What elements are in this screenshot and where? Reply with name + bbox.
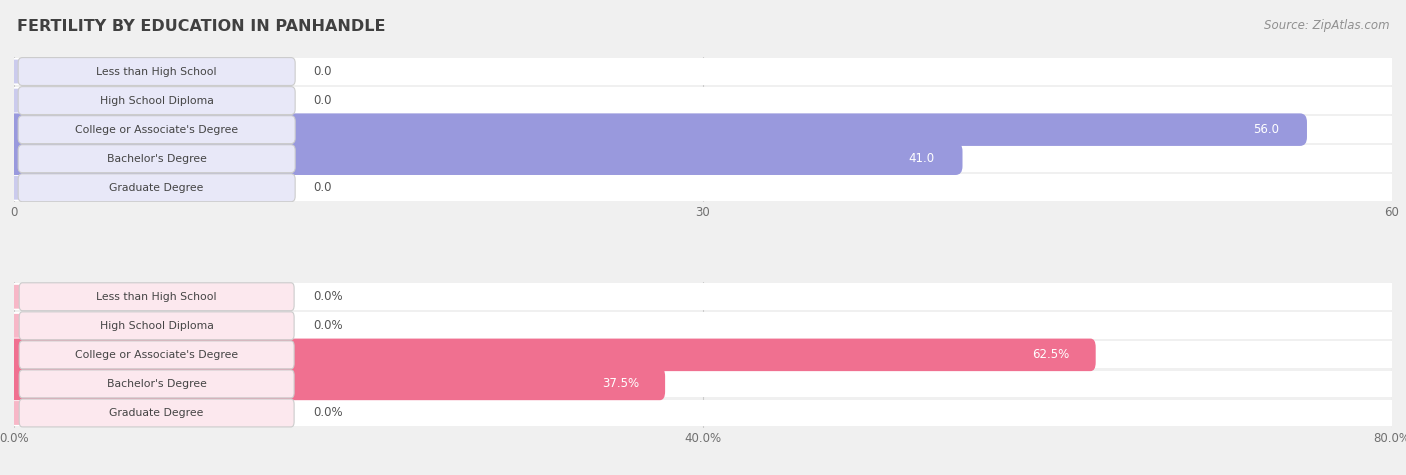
Text: 0.0: 0.0: [314, 94, 332, 107]
Text: Source: ZipAtlas.com: Source: ZipAtlas.com: [1264, 19, 1389, 32]
FancyBboxPatch shape: [7, 114, 1308, 146]
Text: 56.0: 56.0: [1253, 123, 1279, 136]
FancyBboxPatch shape: [14, 342, 1392, 368]
Text: College or Associate's Degree: College or Associate's Degree: [75, 124, 238, 134]
Text: 0.0%: 0.0%: [314, 407, 343, 419]
FancyBboxPatch shape: [20, 283, 294, 311]
Text: Less than High School: Less than High School: [97, 66, 217, 76]
FancyBboxPatch shape: [20, 312, 294, 340]
FancyBboxPatch shape: [20, 370, 294, 398]
FancyBboxPatch shape: [14, 87, 1392, 114]
FancyBboxPatch shape: [14, 116, 1392, 143]
Text: 0.0%: 0.0%: [314, 319, 343, 332]
FancyBboxPatch shape: [14, 399, 1392, 427]
FancyBboxPatch shape: [18, 57, 295, 86]
FancyBboxPatch shape: [14, 58, 1392, 85]
FancyBboxPatch shape: [11, 176, 56, 200]
FancyBboxPatch shape: [18, 174, 295, 202]
FancyBboxPatch shape: [14, 174, 1392, 201]
Text: 0.0: 0.0: [314, 181, 332, 194]
Text: Graduate Degree: Graduate Degree: [110, 183, 204, 193]
Text: 37.5%: 37.5%: [602, 378, 640, 390]
FancyBboxPatch shape: [11, 60, 56, 84]
Text: Bachelor's Degree: Bachelor's Degree: [107, 379, 207, 389]
FancyBboxPatch shape: [7, 142, 963, 175]
Text: 0.0%: 0.0%: [314, 290, 343, 303]
Text: College or Associate's Degree: College or Associate's Degree: [75, 350, 238, 360]
FancyBboxPatch shape: [20, 341, 294, 369]
FancyBboxPatch shape: [11, 401, 55, 425]
FancyBboxPatch shape: [11, 89, 56, 113]
Text: Less than High School: Less than High School: [97, 292, 217, 302]
Text: 41.0: 41.0: [908, 152, 935, 165]
FancyBboxPatch shape: [8, 339, 1095, 371]
FancyBboxPatch shape: [14, 145, 1392, 172]
Text: High School Diploma: High School Diploma: [100, 95, 214, 105]
FancyBboxPatch shape: [11, 314, 55, 338]
FancyBboxPatch shape: [18, 116, 295, 143]
Text: 62.5%: 62.5%: [1032, 348, 1070, 361]
Text: 0.0: 0.0: [314, 65, 332, 78]
Text: Graduate Degree: Graduate Degree: [110, 408, 204, 418]
FancyBboxPatch shape: [18, 145, 295, 172]
FancyBboxPatch shape: [14, 370, 1392, 397]
FancyBboxPatch shape: [18, 86, 295, 114]
FancyBboxPatch shape: [14, 284, 1392, 310]
FancyBboxPatch shape: [20, 399, 294, 427]
FancyBboxPatch shape: [8, 368, 665, 400]
Text: FERTILITY BY EDUCATION IN PANHANDLE: FERTILITY BY EDUCATION IN PANHANDLE: [17, 19, 385, 34]
Text: Bachelor's Degree: Bachelor's Degree: [107, 154, 207, 164]
FancyBboxPatch shape: [14, 313, 1392, 339]
FancyBboxPatch shape: [11, 285, 55, 309]
Text: High School Diploma: High School Diploma: [100, 321, 214, 331]
